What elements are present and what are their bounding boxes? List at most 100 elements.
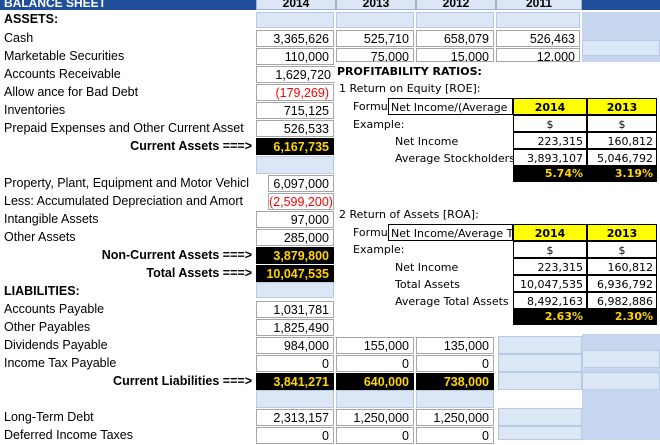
roa-year-2013[interactable]: 2013	[587, 224, 657, 241]
cell-long-term-2014[interactable]: 2,313,157	[256, 409, 334, 426]
cell-dividends-2013[interactable]: 155,000	[336, 337, 414, 354]
cell-cash-2013[interactable]: 525,710	[336, 30, 414, 47]
sheet-title: BALANCE SHEET	[4, 0, 107, 10]
row-label-dividends: Dividends Payable	[4, 338, 108, 352]
year-header-2012[interactable]: 2012	[416, 0, 496, 10]
roe-formula[interactable]: Net Income/(Average	[388, 98, 513, 115]
blue-cell	[256, 12, 334, 28]
cell-prepaid-2014[interactable]: 526,533	[256, 120, 334, 137]
cell-payable-2014[interactable]: 1,031,781	[256, 301, 334, 318]
roe-pct-2014[interactable]: 5.74%	[513, 166, 587, 182]
row-label-receivable: Accounts Receivable	[4, 67, 121, 81]
cell-current-assets-2014[interactable]: 6,167,735	[256, 138, 334, 155]
row-label-other-payables: Other Payables	[4, 320, 91, 334]
roe-net-income-label: Net Income	[395, 135, 459, 148]
cell-intangible-2014[interactable]: 97,000	[256, 211, 334, 228]
cell-noncurrent-2014[interactable]: 3,879,800	[256, 247, 334, 264]
row-label-income-tax: Income Tax Payable	[4, 356, 117, 370]
cell-bad-debt-2014[interactable]: (179,269)	[256, 84, 334, 101]
blue-cell	[496, 12, 580, 28]
blue-cell	[336, 12, 414, 28]
row-label-noncurrent: Non-Current Assets ===>	[101, 248, 252, 262]
year-header-2013[interactable]: 2013	[336, 0, 416, 10]
roe-net-income-2014[interactable]: 223,315	[513, 132, 587, 149]
row-label-bad-debt: Allow ance for Bad Debt	[4, 85, 139, 99]
cell-securities-2012[interactable]: 15,000	[416, 48, 494, 62]
cell-current-liab-2014[interactable]: 3,841,271	[256, 373, 334, 390]
cell-other-payables-2014[interactable]: 1,825,490	[256, 319, 334, 336]
assets-heading: ASSETS:	[4, 12, 59, 26]
roa-unit-2013: $	[587, 241, 657, 258]
roa-example-label: Example:	[353, 243, 405, 256]
cell-cash-2012[interactable]: 658,079	[416, 30, 494, 47]
roe-pct-2013[interactable]: 3.19%	[587, 166, 657, 182]
roe-example-label: Example:	[353, 118, 405, 131]
blue-cell	[416, 390, 494, 408]
cell-income-tax-2012[interactable]: 0	[416, 355, 494, 372]
row-label-deferred: Deferred Income Taxes	[4, 428, 133, 442]
year-header-2014[interactable]: 2014	[256, 0, 336, 10]
cell-depreciation-2014[interactable]: (2,599,200)	[268, 193, 334, 210]
roe-avg-label: Average Stockholders	[395, 152, 513, 165]
cell-receivable-2014[interactable]: 1,629,720	[256, 66, 336, 83]
cell-dividends-2012[interactable]: 135,000	[416, 337, 494, 354]
year-header-2011[interactable]: 2011	[496, 0, 582, 10]
cell-current-liab-2012[interactable]: 738,000	[416, 373, 494, 390]
roe-unit-2014: $	[513, 115, 587, 132]
row-label-current-liab: Current Liabilities ===>	[113, 374, 252, 388]
roa-net-income-2013[interactable]: 160,812	[587, 258, 657, 275]
cell-securities-2011[interactable]: 12,000	[496, 48, 580, 62]
cell-dividends-2014[interactable]: 984,000	[256, 337, 334, 354]
roa-total-2014[interactable]: 10,047,535	[513, 275, 587, 292]
blue-cell	[498, 354, 582, 372]
roe-formula-label: Formu	[353, 100, 388, 113]
cell-cash-2011[interactable]: 526,463	[496, 30, 580, 47]
roe-net-income-2013[interactable]: 160,812	[587, 132, 657, 149]
row-label-cash: Cash	[4, 31, 34, 45]
row-label-long-term: Long-Term Debt	[4, 410, 94, 424]
cell-long-term-2012[interactable]: 1,250,000	[416, 409, 494, 426]
roa-net-income-2014[interactable]: 223,315	[513, 258, 587, 275]
cell-total-assets-2014[interactable]: 10,047,535	[256, 265, 334, 282]
row-label-total-assets: Total Assets ===>	[146, 266, 252, 280]
cell-securities-2014[interactable]: 110,000	[256, 48, 334, 65]
cell-securities-2013[interactable]: 75,000	[336, 48, 414, 62]
liabilities-heading: LIABILITIES:	[4, 284, 80, 298]
cell-deferred-2014[interactable]: 0	[256, 427, 334, 444]
roa-pct-2013[interactable]: 2.30%	[587, 309, 657, 325]
roa-formula[interactable]: Net Income/Average T	[388, 224, 513, 241]
roe-avg-2014[interactable]: 3,893,107	[513, 149, 587, 166]
blue-cell	[498, 336, 582, 354]
row-label-prepaid: Prepaid Expenses and Other Current Asset	[4, 121, 244, 135]
cell-other-assets-2014[interactable]: 285,000	[256, 229, 334, 246]
cell-ppe-2014[interactable]: 6,097,000	[268, 175, 334, 192]
roe-title: 1 Return on Equity [ROE]:	[339, 82, 481, 95]
cell-income-tax-2014[interactable]: 0	[256, 355, 334, 372]
blue-cell	[256, 390, 334, 408]
row-label-other-assets: Other Assets	[4, 230, 76, 244]
roa-total-2013[interactable]: 6,936,792	[587, 275, 657, 292]
roe-avg-2013[interactable]: 5,046,792	[587, 149, 657, 166]
blue-cell	[256, 156, 334, 174]
row-label-ppe: Property, Plant, Equipment and Motor Veh…	[4, 176, 250, 190]
roa-year-2014[interactable]: 2014	[513, 224, 587, 241]
cell-cash-2014[interactable]: 3,365,626	[256, 30, 334, 47]
panel-heading: PROFITABILITY RATIOS:	[337, 65, 482, 78]
blue-cell	[582, 372, 660, 390]
row-label-intangible: Intangible Assets	[4, 212, 99, 226]
roa-avg-2014[interactable]: 8,492,163	[513, 292, 587, 309]
roa-pct-2014[interactable]: 2.63%	[513, 309, 587, 325]
blue-cell	[416, 12, 494, 28]
roe-year-2013[interactable]: 2013	[587, 98, 657, 115]
row-label-payable: Accounts Payable	[4, 302, 105, 316]
roa-avg-2013[interactable]: 6,982,886	[587, 292, 657, 309]
roe-year-2014[interactable]: 2014	[513, 98, 587, 115]
roa-formula-label: Formu	[353, 226, 388, 239]
cell-current-liab-2013[interactable]: 640,000	[336, 373, 414, 390]
cell-inventories-2014[interactable]: 715,125	[256, 102, 334, 119]
cell-long-term-2013[interactable]: 1,250,000	[336, 409, 414, 426]
cell-deferred-2012[interactable]: 0	[416, 427, 494, 444]
cell-income-tax-2013[interactable]: 0	[336, 355, 414, 372]
blue-cell	[498, 426, 582, 440]
cell-deferred-2013[interactable]: 0	[336, 427, 414, 444]
